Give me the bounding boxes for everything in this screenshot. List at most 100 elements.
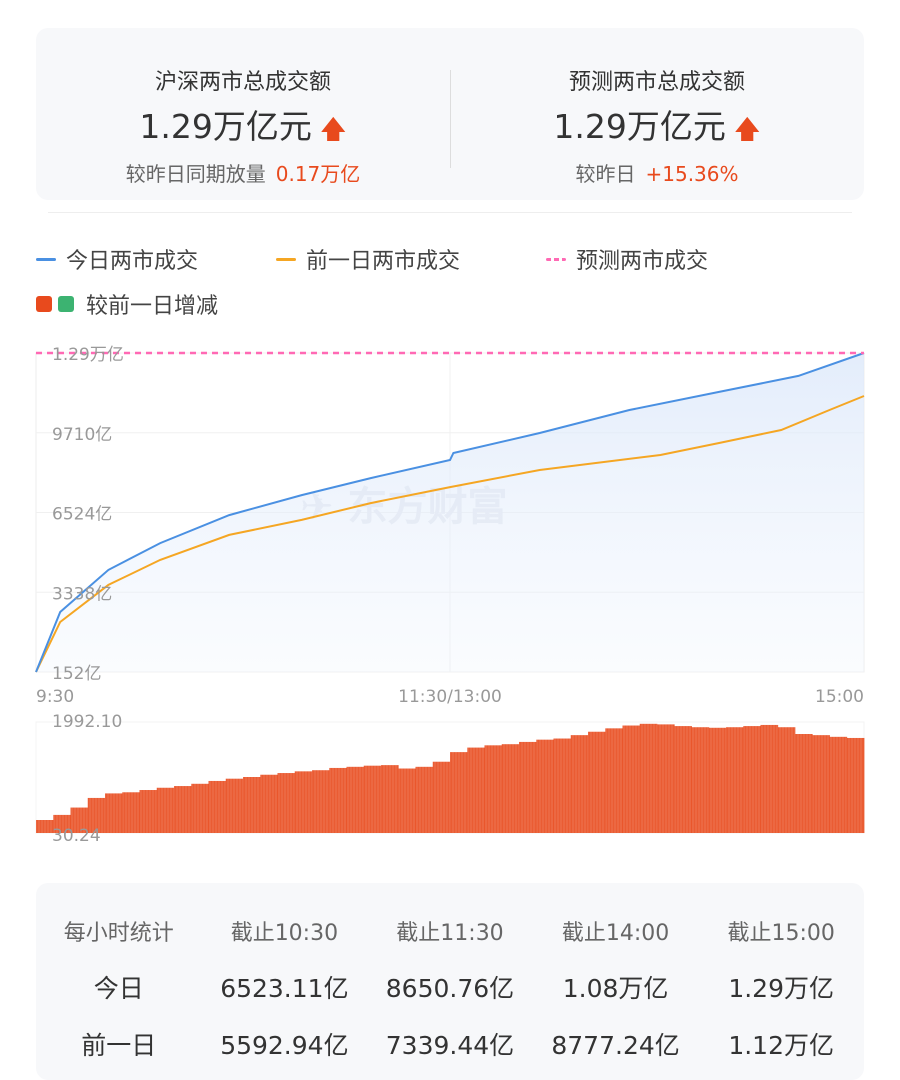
header-cell: 截止10:30 bbox=[230, 921, 339, 946]
summary-card: 沪深两市总成交额 1.29万亿元 🡅 较昨日同期放量 0.17万亿 预测两市总成交额… bbox=[36, 28, 864, 200]
diff-bar bbox=[501, 744, 520, 833]
diff-bar bbox=[812, 735, 830, 833]
arrow-up-icon: 🡅 bbox=[319, 115, 347, 145]
diff-bar bbox=[553, 738, 572, 833]
diff-bar bbox=[329, 767, 347, 833]
legend-diff[interactable]: 较前一日增减 bbox=[36, 288, 218, 320]
diff-bar bbox=[191, 783, 209, 833]
legend-today[interactable]: 今日两市成交 bbox=[36, 243, 198, 275]
diff-bar bbox=[36, 820, 54, 833]
legend-line-icon bbox=[276, 257, 296, 261]
total-title: 沪深两市总成交额 bbox=[154, 70, 331, 95]
header-cell: 截止11:30 bbox=[396, 921, 504, 946]
diff-bar bbox=[657, 724, 675, 833]
arrow-up-icon: 🡅 bbox=[733, 115, 761, 145]
divider bbox=[48, 212, 852, 213]
legend-square-red-icon bbox=[36, 296, 52, 312]
diff-bar bbox=[605, 728, 623, 833]
bar-y-tick-label: 1992.10 bbox=[52, 712, 122, 732]
table-row: 前一日 5592.94亿 7339.44亿 8777.24亿 1.12万亿 bbox=[36, 1026, 864, 1062]
cell: 7339.44亿 bbox=[385, 1031, 515, 1060]
diff-bar bbox=[795, 734, 813, 833]
diff-bar bbox=[87, 797, 106, 833]
cell: 1.29万亿 bbox=[728, 974, 834, 1003]
legend-label: 较前一日增减 bbox=[86, 294, 219, 319]
forecast-turnover: 预测两市总成交额 1.29万亿元 🡅 较昨日 +15.36% bbox=[450, 28, 864, 200]
diff-bar bbox=[415, 766, 434, 833]
diff-bar bbox=[277, 773, 296, 833]
diff-bar bbox=[398, 768, 416, 833]
x-tick-label: 9:30 bbox=[36, 687, 74, 707]
diff-bar bbox=[139, 790, 158, 833]
diff-bar bbox=[708, 727, 727, 833]
y-tick-label: 1.29万亿 bbox=[52, 345, 124, 365]
diff-bar bbox=[381, 765, 399, 833]
row-label: 今日 bbox=[93, 974, 144, 1003]
legend-label: 今日两市成交 bbox=[66, 249, 199, 274]
diff-bar bbox=[122, 792, 140, 833]
x-tick-label: 15:00 bbox=[815, 687, 864, 707]
diff-bar bbox=[743, 726, 761, 833]
y-tick-label: 9710亿 bbox=[52, 425, 112, 445]
diff-bar bbox=[467, 747, 485, 833]
legend-dash-icon bbox=[546, 257, 566, 261]
forecast-value: 1.29万亿元 bbox=[553, 107, 726, 146]
cell: 6523.11亿 bbox=[220, 974, 349, 1003]
hourly-stats-table: 每小时统计 截止10:30 截止11:30 截止14:00 截止15:00 今日… bbox=[36, 883, 864, 1080]
diff-bar bbox=[588, 731, 606, 833]
diff-bar bbox=[846, 737, 865, 833]
turnover-chart: ✈ 东方财富 1.29万亿9710亿6524亿3338亿152亿9:3011:3… bbox=[35, 345, 865, 846]
diff-bar bbox=[105, 793, 123, 833]
diff-bar bbox=[484, 745, 503, 833]
diff-bar bbox=[260, 774, 278, 833]
diff-bar bbox=[174, 786, 192, 833]
total-compare-label: 较昨日同期放量 bbox=[125, 162, 266, 186]
legend-yesterday[interactable]: 前一日两市成交 bbox=[276, 243, 460, 275]
diff-bar bbox=[156, 787, 175, 833]
x-tick-label: 11:30/13:00 bbox=[398, 687, 502, 707]
diff-bar bbox=[450, 752, 468, 833]
cell: 1.08万亿 bbox=[562, 974, 669, 1003]
header-cell: 截止15:00 bbox=[727, 921, 835, 946]
forecast-compare-value: +15.36% bbox=[645, 162, 739, 186]
header-cell: 截止14:00 bbox=[561, 921, 670, 946]
cell: 1.12万亿 bbox=[728, 1031, 834, 1060]
table-header: 每小时统计 截止10:30 截止11:30 截止14:00 截止15:00 bbox=[36, 915, 864, 947]
cell: 8650.76亿 bbox=[385, 974, 515, 1003]
legend-label: 预测两市成交 bbox=[576, 249, 709, 274]
diff-bar bbox=[674, 726, 692, 833]
diff-bar bbox=[294, 771, 313, 833]
y-tick-label: 6524亿 bbox=[52, 505, 112, 525]
legend-square-green-icon bbox=[58, 296, 74, 312]
yesterday-line bbox=[35, 395, 865, 673]
divider bbox=[450, 70, 451, 168]
total-compare-value: 0.17万亿 bbox=[275, 162, 361, 186]
diff-bar bbox=[363, 765, 382, 833]
cell: 5592.94亿 bbox=[220, 1031, 349, 1060]
today-area bbox=[36, 353, 864, 672]
legend-line-icon bbox=[36, 257, 56, 261]
bar-y-tick-label: 30.24 bbox=[52, 826, 101, 846]
diff-bar bbox=[312, 770, 330, 833]
row-label: 前一日 bbox=[81, 1031, 157, 1060]
diff-bar bbox=[760, 724, 779, 833]
diff-bar bbox=[570, 735, 589, 833]
diff-bar bbox=[777, 727, 796, 833]
table-row: 今日 6523.11亿 8650.76亿 1.08万亿 1.29万亿 bbox=[36, 969, 864, 1005]
legend-forecast[interactable]: 预测两市成交 bbox=[546, 243, 708, 275]
total-turnover: 沪深两市总成交额 1.29万亿元 🡅 较昨日同期放量 0.17万亿 bbox=[36, 28, 450, 200]
y-tick-label: 3338亿 bbox=[52, 584, 112, 604]
today-line bbox=[35, 352, 865, 673]
header-cell: 每小时统计 bbox=[63, 921, 174, 946]
diff-bar bbox=[225, 778, 244, 833]
diff-bar bbox=[536, 739, 554, 833]
diff-bar bbox=[691, 727, 710, 833]
forecast-title: 预测两市总成交额 bbox=[568, 70, 745, 95]
diff-bar bbox=[346, 766, 365, 833]
diff-bar bbox=[726, 727, 744, 833]
diff-bar bbox=[622, 725, 641, 833]
diff-bar bbox=[243, 777, 261, 833]
legend-label: 前一日两市成交 bbox=[306, 249, 461, 274]
diff-bar bbox=[53, 814, 71, 833]
diff-bar bbox=[829, 736, 848, 833]
